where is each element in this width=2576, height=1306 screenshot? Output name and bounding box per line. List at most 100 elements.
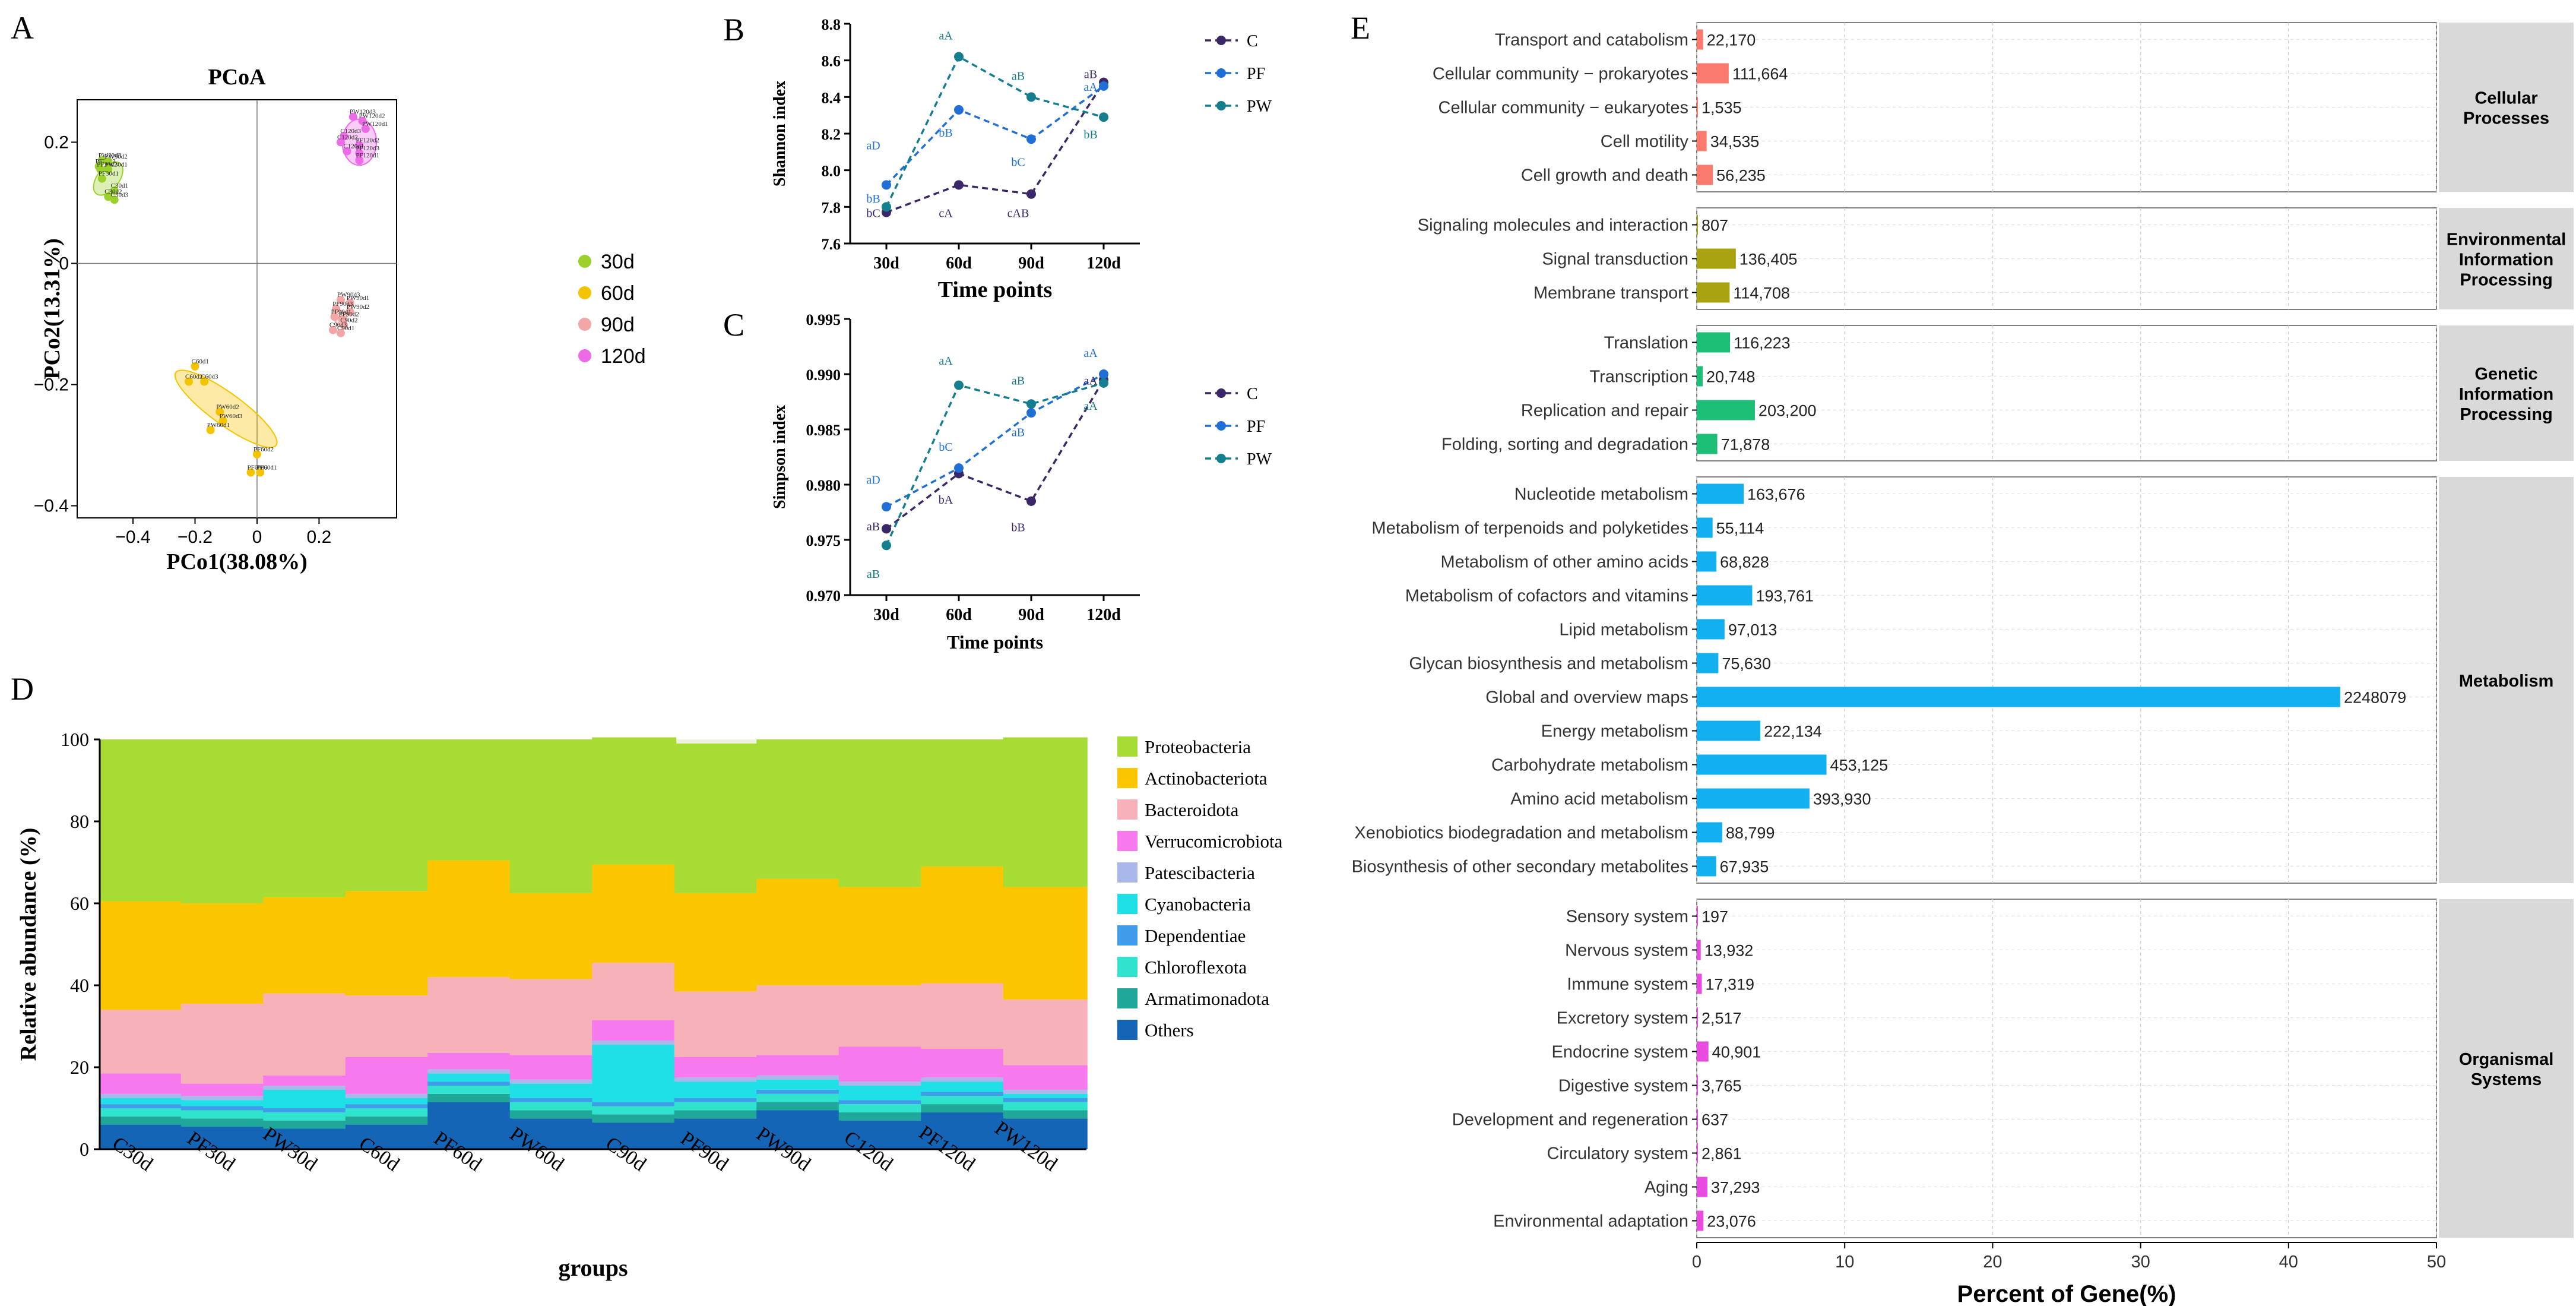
- kegg-value-label: 197: [1702, 908, 1728, 926]
- bar-segment-bacteroidota: [99, 1010, 183, 1074]
- bar-segment-patescibacteria: [180, 1096, 265, 1101]
- bar-segment-dependentiae: [99, 1104, 183, 1108]
- pcoa-xlabel: PCo1(38.08%): [166, 549, 307, 574]
- kegg-bar: [1697, 551, 1717, 572]
- kegg-bar: [1697, 720, 1761, 741]
- bar-segment-bacteroidota: [345, 995, 430, 1057]
- bar-segment-actinobacteriota: [756, 878, 841, 985]
- pcoa-point: [340, 321, 348, 330]
- bar-segment-others: [674, 1118, 759, 1149]
- bar-segment-patescibacteria: [263, 1086, 348, 1090]
- abundance-legend-swatch: [1117, 894, 1138, 914]
- pcoa-point-label: C60d1: [191, 358, 208, 365]
- abundance-ytick-label: 60: [70, 893, 89, 914]
- simpson-point-PW: [1099, 378, 1108, 388]
- kegg-value-label: 22,170: [1707, 31, 1756, 49]
- abundance-xlabel: groups: [558, 1254, 628, 1281]
- simpson-significance-label: aB: [1012, 374, 1025, 387]
- shannon-xtick-label: 120d: [1086, 254, 1121, 273]
- pcoa-point: [97, 174, 106, 183]
- simpson-significance-label: aB: [1012, 426, 1025, 439]
- bar-segment-verrucomicrobiota: [99, 1073, 183, 1094]
- bar-segment-patescibacteria: [921, 1077, 1006, 1082]
- pcoa-point-label: PW120d2: [359, 113, 385, 120]
- bar-segment-dependentiae: [838, 1100, 923, 1105]
- kegg-category-label: Sensory system: [1566, 907, 1688, 926]
- bar-segment-chloroflexota: [427, 1086, 512, 1094]
- bar-segment-chloroflexota: [838, 1104, 923, 1112]
- pcoa-point: [191, 362, 199, 371]
- pcoa-point: [336, 295, 345, 304]
- kegg-category-label: Energy metabolism: [1541, 722, 1688, 741]
- shannon-significance-label: aA: [939, 30, 953, 43]
- simpson-point-PW: [954, 380, 964, 390]
- pcoa-point-label: C30d3: [111, 191, 129, 198]
- kegg-value-label: 56,235: [1716, 167, 1766, 185]
- bar-segment-cyanobacteria: [427, 1073, 512, 1082]
- kegg-bar: [1697, 940, 1701, 960]
- pcoa-ytick-label: −0.4: [34, 497, 69, 516]
- bar-segment-proteobacteria: [509, 739, 594, 893]
- kegg-xtick-label: 20: [1983, 1253, 2002, 1272]
- pcoa-point-label: C120d3: [340, 128, 361, 135]
- pcoa-point-label: C120d2: [337, 134, 358, 141]
- abundance-legend-label: Proteobacteria: [1145, 736, 1251, 757]
- pcoa-point-label: PF60d1: [256, 464, 277, 471]
- kegg-group-label: Cellular: [2474, 89, 2537, 108]
- kegg-group-label: Processes: [2463, 109, 2549, 128]
- bar-segment-others: [838, 1120, 923, 1149]
- shannon-point-PF: [954, 105, 964, 115]
- kegg-category-label: Signaling molecules and interaction: [1418, 216, 1688, 235]
- kegg-bar: [1697, 619, 1725, 640]
- kegg-value-label: 111,664: [1732, 65, 1788, 83]
- bar-segment-patescibacteria: [509, 1079, 594, 1084]
- simpson-xtick-label: 60d: [946, 606, 972, 624]
- bar-segment-verrucomicrobiota: [838, 1046, 923, 1082]
- pcoa-xtick-label: 0.2: [307, 527, 332, 547]
- kegg-bar: [1697, 63, 1729, 84]
- pcoa-point: [218, 416, 227, 425]
- bar-segment-armatimonadota: [180, 1118, 265, 1127]
- kegg-value-label: 203,200: [1758, 402, 1817, 420]
- bar-segment-patescibacteria: [427, 1069, 512, 1074]
- simpson-legend-marker-PF: [1216, 421, 1226, 431]
- abundance-ytick-label: 80: [70, 811, 89, 832]
- bar-segment-proteobacteria: [674, 743, 759, 893]
- kegg-category-label: Nervous system: [1565, 941, 1688, 960]
- shannon-point-PF: [882, 180, 891, 190]
- bar-segment-armatimonadota: [592, 1114, 677, 1123]
- bar-segment-verrucomicrobiota: [509, 1055, 594, 1080]
- simpson-series-line-C: [885, 379, 1105, 530]
- abundance-ytick-label: 0: [80, 1139, 89, 1160]
- shannon-ytick-label: 8.2: [822, 126, 841, 143]
- shannon-significance-label: aB: [1012, 69, 1025, 83]
- bar-segment-actinobacteriota: [674, 893, 759, 992]
- bar-segment-dependentiae: [1003, 1098, 1088, 1102]
- bar-segment-dependentiae: [427, 1082, 512, 1086]
- shannon-legend-marker-PF: [1216, 68, 1226, 78]
- bar-segment-cyanobacteria: [674, 1082, 759, 1098]
- simpson-xtick-label: 120d: [1086, 606, 1121, 624]
- bar-segment-bacteroidota: [756, 985, 841, 1055]
- pcoa-point: [328, 325, 337, 334]
- bar-segment-chloroflexota: [180, 1110, 265, 1119]
- kegg-value-label: 1,535: [1702, 99, 1742, 117]
- kegg-group-frame: [1696, 476, 2437, 884]
- pcoa-point-label: C90d1: [337, 325, 354, 332]
- bar-segment-proteobacteria: [99, 739, 183, 902]
- kegg-bar: [1697, 788, 1810, 809]
- simpson-xtick-label: 90d: [1018, 606, 1044, 624]
- kegg-category-label: Cell motility: [1601, 132, 1689, 151]
- pcoa-point: [332, 305, 341, 313]
- pcoa-ylabel: PCo2(13.31%): [40, 238, 65, 379]
- bar-segment-actinobacteriota: [180, 903, 265, 1004]
- kegg-value-label: 37,293: [1711, 1179, 1760, 1197]
- kegg-category-label: Cell growth and death: [1521, 166, 1688, 185]
- bar-segment-bacteroidota: [509, 979, 594, 1055]
- pcoa-point: [200, 377, 209, 386]
- pcoa-legend-label: 90d: [601, 314, 635, 336]
- kegg-bar: [1697, 1109, 1698, 1130]
- bar-segment-patescibacteria: [838, 1082, 923, 1086]
- bar-segment-dependentiae: [509, 1098, 594, 1102]
- bar-segment-patescibacteria: [756, 1075, 841, 1080]
